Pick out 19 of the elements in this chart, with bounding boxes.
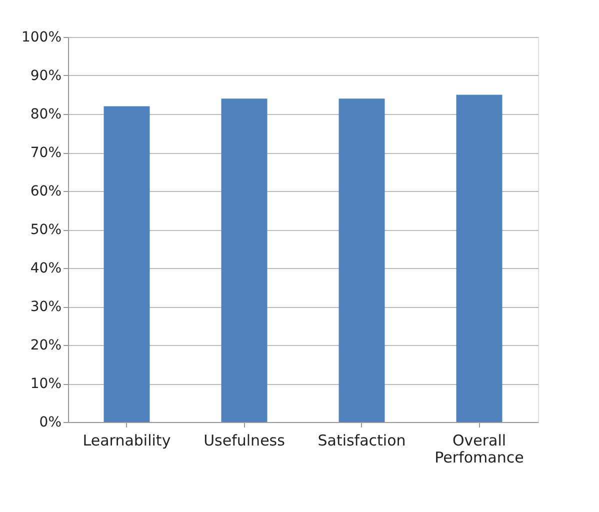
bar <box>221 98 268 422</box>
y-tick-label: 40% <box>30 260 62 276</box>
bar <box>456 94 502 422</box>
bar <box>338 98 385 422</box>
y-tick-label: 80% <box>30 106 62 122</box>
bar <box>104 106 150 422</box>
y-tick-label: 90% <box>30 68 62 84</box>
x-tick-label: Satisfaction <box>318 432 406 450</box>
y-tick-label: 50% <box>30 222 62 238</box>
y-tick-label: 30% <box>30 299 62 315</box>
x-tick-label: Usefulness <box>204 432 286 450</box>
y-tick-label: 70% <box>30 145 62 161</box>
y-tick-label: 10% <box>30 376 62 392</box>
x-tick-label: Learnability <box>82 432 171 450</box>
x-tick-label: Overall Perfomance <box>434 432 524 466</box>
y-tick-label: 20% <box>30 338 62 354</box>
y-tick-label: 0% <box>39 414 62 430</box>
y-tick-label: 100% <box>21 30 62 46</box>
y-tick-label: 60% <box>30 184 62 200</box>
